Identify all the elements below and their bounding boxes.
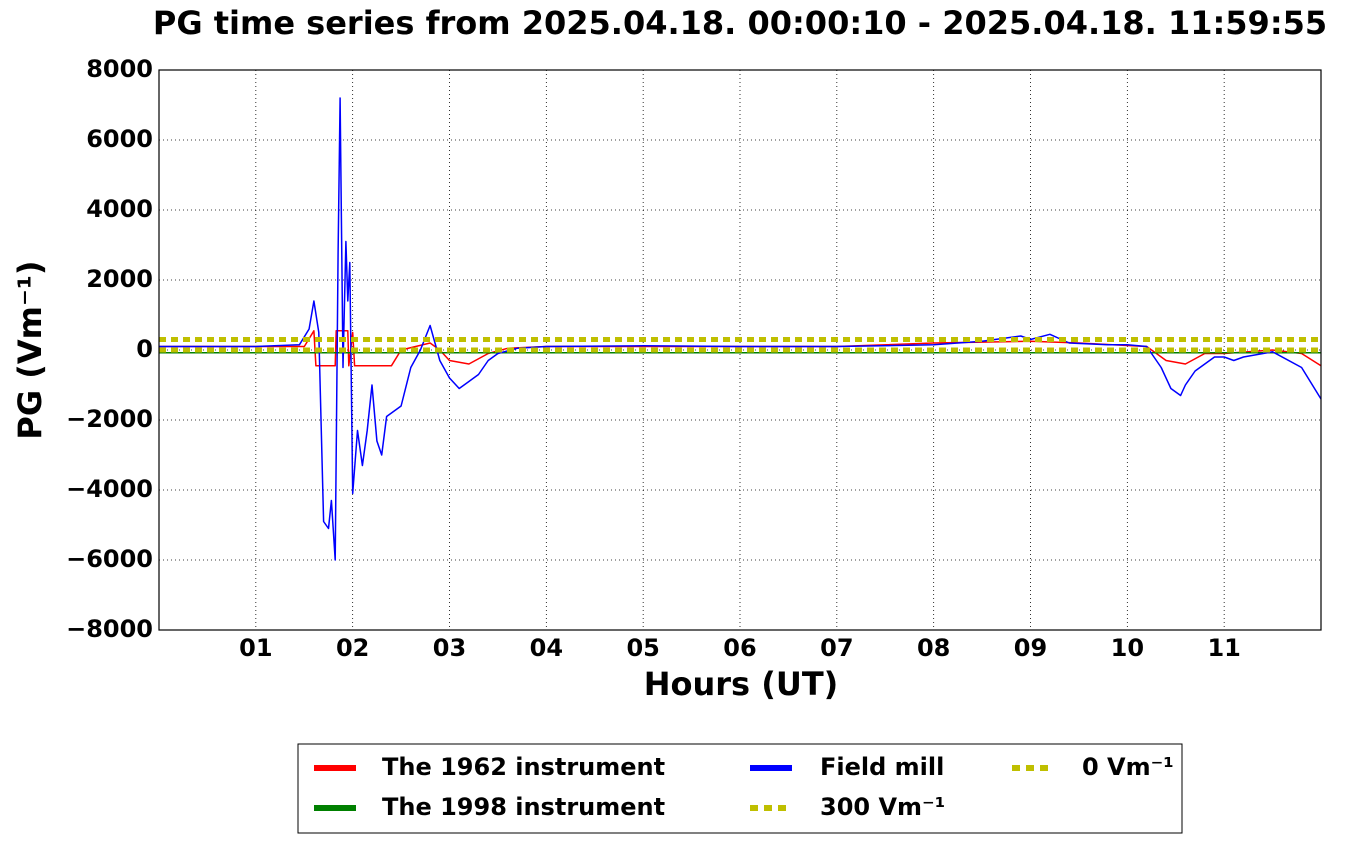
y-tick-label: 6000: [86, 125, 153, 153]
x-tick-label: 04: [530, 634, 563, 662]
x-tick-label: 05: [626, 634, 659, 662]
y-tick-label: 2000: [86, 265, 153, 293]
y-tick-label: −2000: [66, 405, 153, 433]
legend-label: 0 Vm⁻¹: [1082, 753, 1174, 781]
y-tick-label: 4000: [86, 195, 153, 223]
legend-box: [297, 743, 1183, 834]
legend-label: The 1962 instrument: [382, 753, 665, 781]
y-tick-label: −6000: [66, 545, 153, 573]
y-tick-label: −8000: [66, 615, 153, 643]
x-tick-label: 11: [1207, 634, 1240, 662]
x-tick-label: 08: [917, 634, 950, 662]
y-axis-label: PG (Vm⁻¹): [11, 260, 49, 439]
series-line: [159, 97, 1322, 561]
plot-frame: [158, 69, 1322, 631]
series-line: [159, 330, 1322, 367]
y-tick-label: 0: [136, 335, 153, 363]
y-tick-label: 8000: [86, 55, 153, 83]
x-tick-label: 02: [336, 634, 369, 662]
x-tick-label: 01: [239, 634, 272, 662]
legend-label: The 1998 instrument: [382, 793, 665, 821]
x-tick-label: 10: [1111, 634, 1144, 662]
y-tick-label: −4000: [66, 475, 153, 503]
x-tick-label: 06: [723, 634, 756, 662]
legend-label: Field mill: [820, 753, 944, 781]
x-tick-label: 07: [820, 634, 853, 662]
x-tick-label: 09: [1014, 634, 1047, 662]
legend-label: 300 Vm⁻¹: [820, 793, 945, 821]
x-tick-label: 03: [433, 634, 466, 662]
chart-title: PG time series from 2025.04.18. 00:00:10…: [153, 4, 1327, 42]
x-axis-label: Hours (UT): [644, 665, 839, 703]
